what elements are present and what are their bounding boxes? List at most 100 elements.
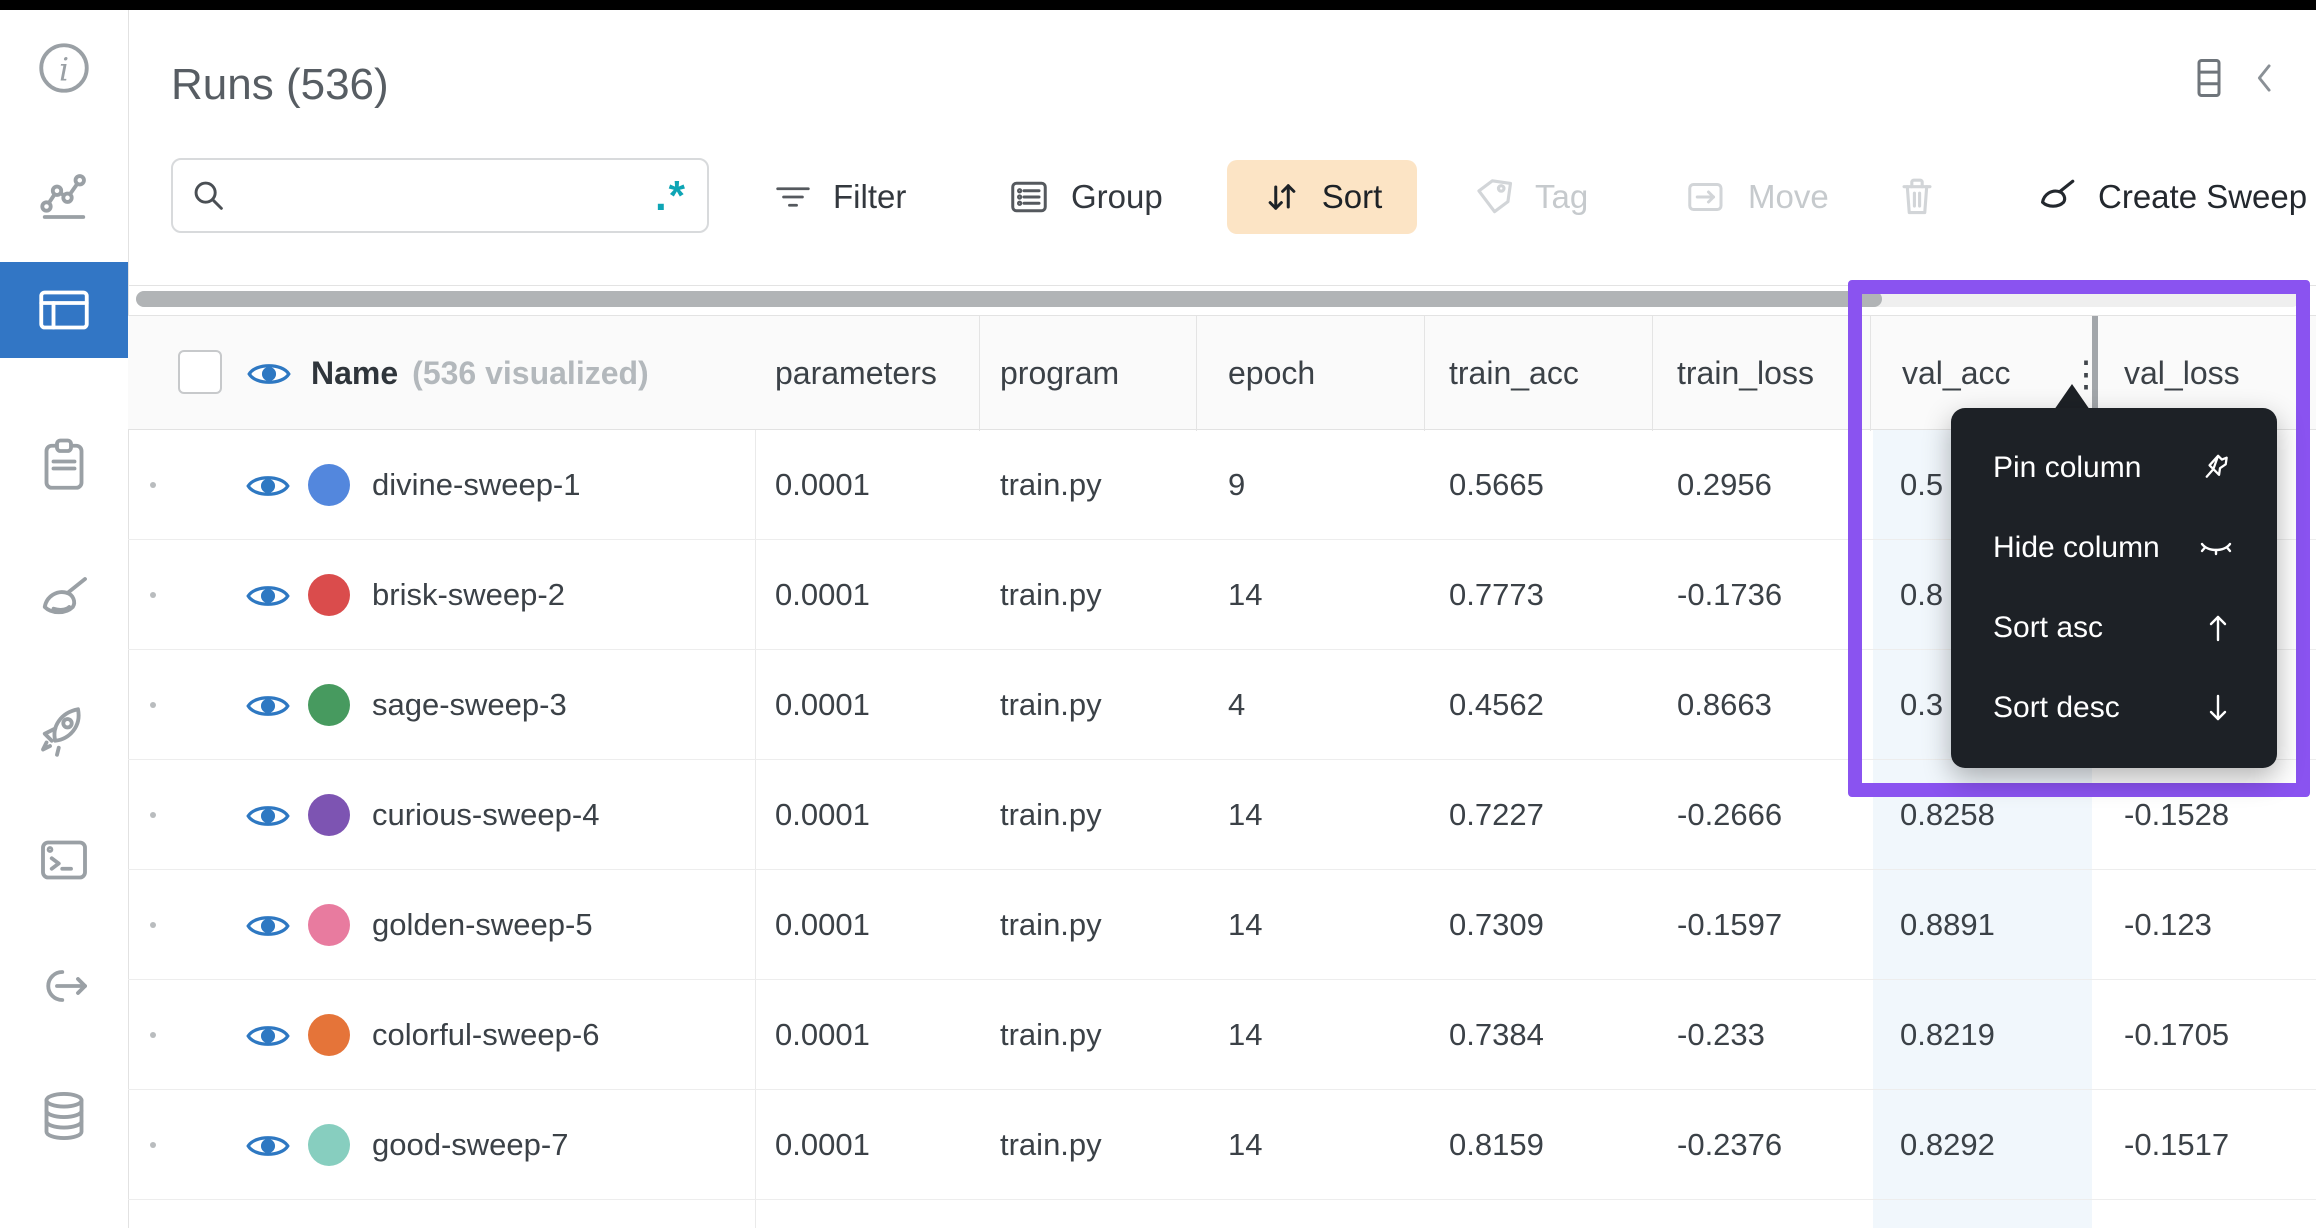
move-folder-icon [1688,183,1723,211]
cell-parameters: 0.0001 [775,1127,870,1162]
cell-train-acc: 0.7384 [1449,1017,1544,1052]
sidebar-item-workspace[interactable] [0,148,128,244]
sidebar-item-lineage[interactable] [0,938,128,1034]
column-header-epoch[interactable]: epoch [1228,355,1316,391]
arrow-up-icon [2209,615,2227,642]
run-name-link[interactable]: good-sweep-7 [372,1127,569,1162]
collapse-chevron-icon[interactable] [2252,61,2274,95]
menu-item-sort-desc[interactable]: Sort desc [1951,668,2277,748]
row-handle-dot [150,1032,156,1038]
broom-icon [42,577,87,615]
sort-button[interactable]: Sort [1227,160,1417,234]
sidebar-item-runs-table[interactable] [0,262,128,358]
visibility-eye-icon[interactable] [246,690,290,727]
move-button[interactable]: Move [1684,160,1829,234]
table-row[interactable]: divine-sweep-1 0.0001 train.py 9 0.5665 0.295… [128,430,2316,540]
cell-program: train.py [1000,687,1102,722]
cell-program: train.py [1000,1017,1102,1052]
run-name-link[interactable]: divine-sweep-1 [372,467,581,502]
cell-parameters: 0.0001 [775,1017,870,1052]
column-divider [1424,316,1425,431]
columns-icon[interactable] [2192,58,2226,98]
filter-icon [776,187,810,207]
visibility-eye-icon[interactable] [247,316,291,431]
column-divider [1196,316,1197,431]
table-row[interactable]: good-sweep-7 0.0001 train.py 14 0.8159 -0.237… [128,1090,2316,1200]
runs-rows: divine-sweep-1 0.0001 train.py 9 0.5665 0.295… [128,430,2316,1228]
group-button[interactable]: Group [1007,160,1163,234]
arrow-down-icon [2209,694,2227,721]
run-color-circle [308,1124,350,1166]
cell-train-acc: 0.7773 [1449,577,1544,612]
table-row[interactable]: sage-sweep-3 0.0001 train.py 4 0.4562 0.8663 0… [128,650,2316,760]
horizontal-scrollbar-thumb[interactable] [136,291,1882,307]
run-color-circle [308,684,350,726]
table-row[interactable]: brisk-sweep-2 0.0001 train.py 14 0.7773 -0.17… [128,540,2316,650]
link-out-icon [46,970,87,1002]
delete-button[interactable] [1896,160,1938,234]
cell-parameters: 0.0001 [775,467,870,502]
run-color-circle [308,794,350,836]
info-icon: i [39,43,89,93]
cell-epoch: 14 [1228,907,1263,942]
sidebar-item-launch[interactable] [0,684,128,780]
column-header-train-acc[interactable]: train_acc [1449,355,1579,391]
visibility-eye-icon[interactable] [246,580,290,617]
sidebar-item-terminal[interactable] [0,812,128,908]
line-chart-icon [40,174,86,219]
row-handle-dot [150,922,156,928]
sidebar-item-overview[interactable]: i [0,20,128,116]
visibility-eye-icon[interactable] [246,1020,290,1057]
table-row[interactable]: curious-sweep-4 0.0001 train.py 14 0.7227 -0.… [128,760,2316,870]
menu-item-hide-column[interactable]: Hide column [1951,508,2277,588]
table-row[interactable]: colorful-sweep-6 0.0001 train.py 14 0.7384 -0… [128,980,2316,1090]
row-handle-dot [150,1142,156,1148]
table-row[interactable]: golden-sweep-5 0.0001 train.py 14 0.7309 -0.1… [128,870,2316,980]
visibility-eye-icon[interactable] [246,910,290,947]
search-input[interactable] [241,177,655,214]
run-name-link[interactable]: brisk-sweep-2 [372,577,565,612]
filter-button[interactable]: Filter [773,160,906,234]
column-resize-handle[interactable] [2092,316,2098,431]
run-name-link[interactable]: sage-sweep-3 [372,687,567,722]
cell-epoch: 4 [1228,687,1246,722]
column-header-program[interactable]: program [1000,355,1120,391]
column-context-menu: Pin column Hide column Sort asc Sort des… [1951,408,2277,768]
cell-program: train.py [1000,577,1102,612]
group-label: Group [1071,178,1163,215]
visibility-eye-icon[interactable] [246,800,290,837]
run-name-link[interactable]: curious-sweep-4 [372,797,600,832]
run-name-link[interactable]: golden-sweep-5 [372,907,593,942]
menu-item-sort-asc[interactable]: Sort asc [1951,588,2277,668]
column-header-val-acc[interactable]: val_acc [1902,355,2011,391]
column-header-parameters[interactable]: parameters [775,355,937,391]
row-handle-dot [150,702,156,708]
cell-parameters: 0.0001 [775,687,870,722]
column-divider [1652,316,1653,431]
visibility-eye-icon[interactable] [246,1130,290,1167]
run-color-circle [308,464,350,506]
create-sweep-button[interactable]: Create Sweep [2036,160,2307,234]
menu-item-pin-column[interactable]: Pin column [1951,428,2277,508]
annotation-highlight-rectangle [1848,280,2310,797]
row-handle-dot [150,812,156,818]
sidebar-item-sweeps[interactable] [0,552,128,648]
tag-button[interactable]: Tag [1473,160,1588,234]
column-header-train-loss[interactable]: train_loss [1677,355,1814,391]
cell-val-acc: 0.8292 [1900,1127,1995,1162]
cell-train-acc: 0.7309 [1449,907,1544,942]
select-all-checkbox[interactable] [178,350,222,394]
visibility-eye-icon[interactable] [246,470,290,507]
name-column-header[interactable]: Name (536 visualized) [311,355,649,391]
cell-train-loss: -0.1736 [1677,577,1783,612]
run-color-circle [308,1014,350,1056]
sidebar-item-artifacts[interactable] [0,1068,128,1164]
cell-train-acc: 0.7227 [1449,797,1544,832]
table-icon [39,290,89,330]
cell-train-acc: 0.8159 [1449,1127,1544,1162]
run-name-link[interactable]: colorful-sweep-6 [372,1017,600,1052]
run-color-circle [308,574,350,616]
sidebar-item-logs[interactable] [0,417,128,513]
search-box[interactable]: .* [171,158,709,233]
column-header-val-loss[interactable]: val_loss [2124,355,2240,391]
